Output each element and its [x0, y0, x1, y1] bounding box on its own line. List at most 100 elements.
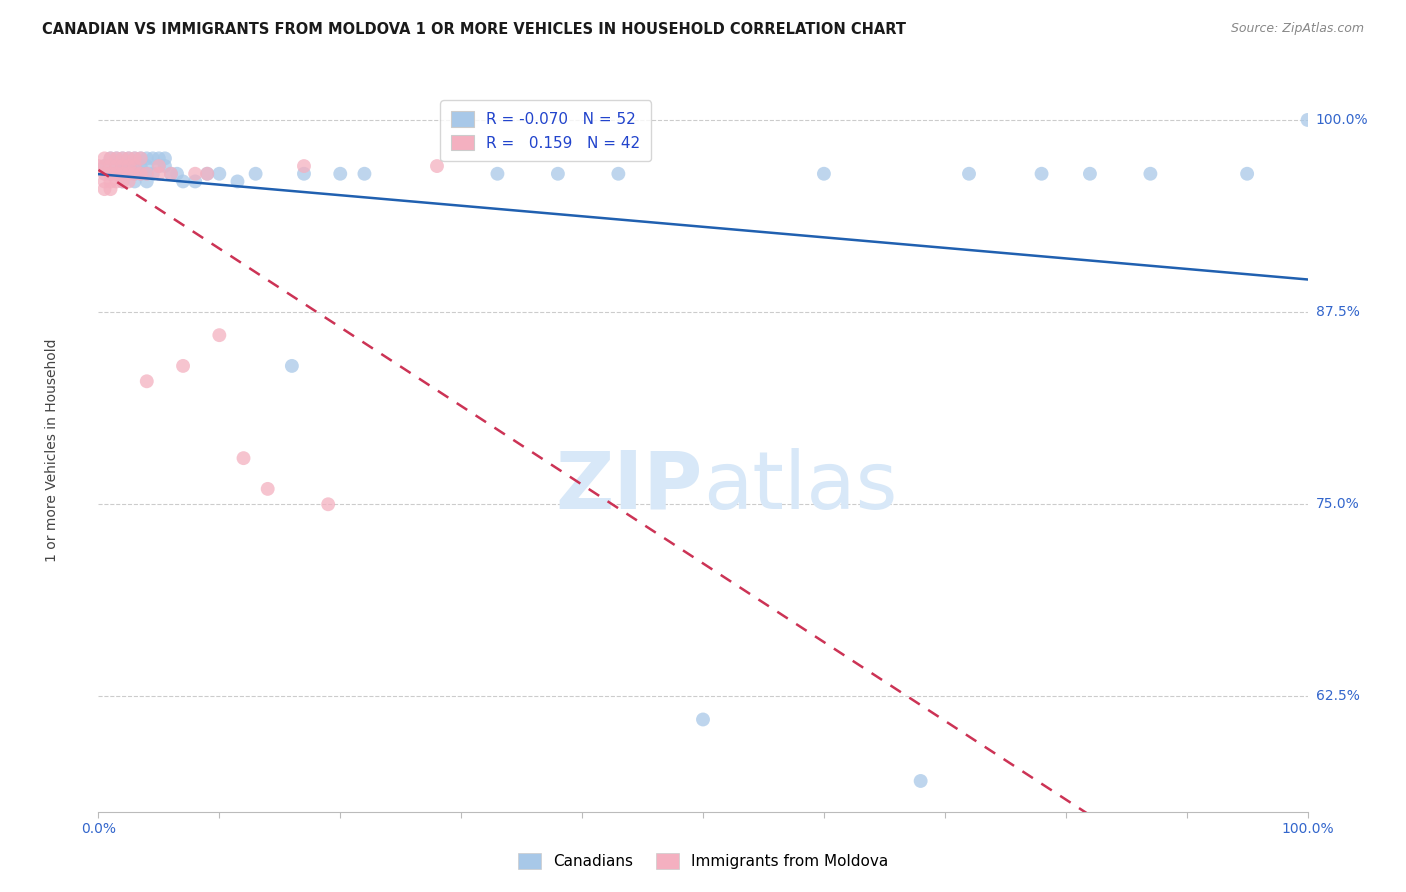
Point — [256, 482, 278, 496]
Point — [245, 167, 267, 181]
Point — [1139, 167, 1161, 181]
Point — [105, 152, 128, 166]
Text: 100.0%: 100.0% — [1316, 113, 1368, 127]
Point — [148, 159, 170, 173]
Point — [1296, 112, 1319, 127]
Point — [118, 167, 141, 181]
Point — [111, 174, 134, 188]
Point — [124, 174, 146, 188]
Text: 1 or more Vehicles in Household: 1 or more Vehicles in Household — [45, 339, 59, 562]
Legend: Canadians, Immigrants from Moldova: Canadians, Immigrants from Moldova — [512, 847, 894, 875]
Point — [111, 167, 134, 181]
Text: ZIP: ZIP — [555, 448, 703, 525]
Point — [129, 152, 152, 166]
Point — [208, 328, 231, 343]
Point — [195, 167, 218, 181]
Point — [148, 152, 170, 166]
Point — [100, 159, 122, 173]
Point — [184, 174, 207, 188]
Point — [148, 167, 170, 181]
Point — [93, 182, 115, 196]
Point — [100, 182, 122, 196]
Point — [100, 174, 122, 188]
Point — [184, 167, 207, 181]
Point — [153, 152, 176, 166]
Point — [547, 167, 569, 181]
Point — [160, 167, 183, 181]
Point — [166, 167, 188, 181]
Point — [135, 159, 157, 173]
Point — [1031, 167, 1053, 181]
Point — [93, 152, 115, 166]
Point — [226, 174, 249, 188]
Point — [195, 167, 218, 181]
Point — [129, 167, 152, 181]
Point — [281, 359, 304, 373]
Point — [118, 174, 141, 188]
Text: atlas: atlas — [703, 448, 897, 525]
Point — [607, 167, 630, 181]
Point — [100, 167, 122, 181]
Point — [329, 167, 352, 181]
Text: 75.0%: 75.0% — [1316, 497, 1360, 511]
Point — [160, 167, 183, 181]
Point — [93, 159, 115, 173]
Point — [105, 152, 128, 166]
Point — [100, 167, 122, 181]
Point — [129, 152, 152, 166]
Point — [105, 159, 128, 173]
Point — [135, 167, 157, 181]
Point — [118, 152, 141, 166]
Point — [813, 167, 835, 181]
Point — [957, 167, 980, 181]
Point — [124, 152, 146, 166]
Point — [87, 159, 110, 173]
Text: 62.5%: 62.5% — [1316, 690, 1360, 704]
Point — [124, 159, 146, 173]
Point — [118, 159, 141, 173]
Point — [111, 174, 134, 188]
Point — [93, 174, 115, 188]
Point — [1236, 167, 1258, 181]
Point — [426, 159, 449, 173]
Point — [111, 159, 134, 173]
Point — [124, 152, 146, 166]
Point — [135, 152, 157, 166]
Point — [172, 359, 194, 373]
Point — [353, 167, 375, 181]
Point — [100, 152, 122, 166]
Point — [105, 167, 128, 181]
Point — [105, 174, 128, 188]
Point — [118, 152, 141, 166]
Text: Source: ZipAtlas.com: Source: ZipAtlas.com — [1230, 22, 1364, 36]
Point — [129, 167, 152, 181]
Point — [124, 159, 146, 173]
Point — [148, 159, 170, 173]
Point — [142, 167, 165, 181]
Legend: R = -0.070   N = 52, R =   0.159   N = 42: R = -0.070 N = 52, R = 0.159 N = 42 — [440, 101, 651, 161]
Point — [486, 167, 509, 181]
Point — [153, 159, 176, 173]
Point — [124, 167, 146, 181]
Point — [1078, 167, 1101, 181]
Point — [208, 167, 231, 181]
Point — [910, 774, 932, 789]
Text: 87.5%: 87.5% — [1316, 305, 1360, 319]
Point — [135, 174, 157, 188]
Point — [135, 167, 157, 181]
Point — [93, 159, 115, 173]
Point — [172, 174, 194, 188]
Point — [105, 159, 128, 173]
Point — [111, 152, 134, 166]
Point — [232, 451, 254, 466]
Point — [316, 497, 339, 511]
Text: CANADIAN VS IMMIGRANTS FROM MOLDOVA 1 OR MORE VEHICLES IN HOUSEHOLD CORRELATION : CANADIAN VS IMMIGRANTS FROM MOLDOVA 1 OR… — [42, 22, 907, 37]
Point — [100, 152, 122, 166]
Point — [111, 159, 134, 173]
Point — [692, 713, 714, 727]
Point — [111, 152, 134, 166]
Point — [111, 167, 134, 181]
Point — [129, 159, 152, 173]
Point — [118, 159, 141, 173]
Point — [142, 152, 165, 166]
